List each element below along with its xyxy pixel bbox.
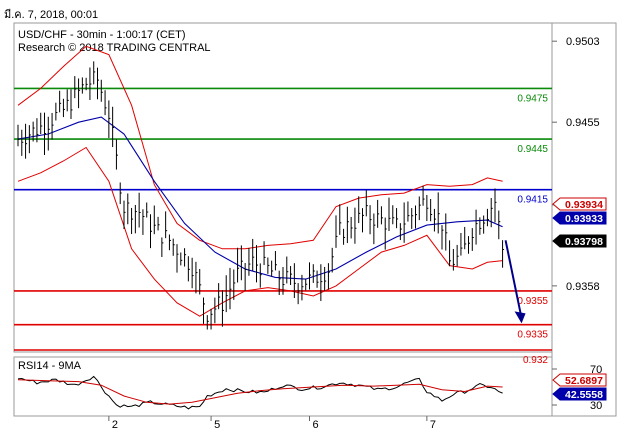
price-tag-1: 0.93933 [565, 213, 603, 225]
y-tick-label: 0.9503 [566, 36, 600, 48]
forecast-arrow-shaft [504, 240, 522, 314]
y-tick-label: 0.9455 [566, 117, 600, 129]
rsi-line [17, 375, 503, 410]
price-tag-0: 0.93934 [565, 199, 603, 211]
forecast-arrow-head [514, 311, 526, 324]
timestamp: มี.ค. 7, 2018, 00:01 [4, 9, 99, 21]
rsi-ma-line [17, 379, 503, 405]
price-tag-1-box [552, 211, 607, 225]
level-label-0: 0.9475 [517, 93, 548, 104]
chart-title: USD/CHF - 30min - 1:00:17 (CET) [18, 29, 185, 41]
rsi-tag-0: 52.6897 [565, 375, 603, 387]
x-tick-label: 7 [430, 419, 436, 431]
rsi-tag-0-box [552, 373, 607, 387]
price-tag-2-box [552, 234, 607, 248]
y-tick-label: 0.9358 [566, 281, 600, 293]
rsi-tick-label: 70 [590, 364, 602, 376]
level-label-1: 0.9445 [517, 144, 548, 155]
rsi-title: RSI14 - 9MA [18, 360, 82, 372]
level-label-5: 0.932 [523, 355, 548, 366]
price-tag-2: 0.93798 [565, 236, 603, 248]
x-tick-label: 6 [313, 419, 319, 431]
x-tick-label: 5 [214, 419, 220, 431]
rsi-tag-1: 42.5558 [565, 389, 603, 401]
level-label-3: 0.9355 [517, 296, 548, 307]
price-tag-0-box [552, 197, 607, 211]
chart-credit: Research © 2018 TRADING CENTRAL [18, 42, 211, 54]
level-label-2: 0.9415 [517, 195, 548, 206]
rsi-tick-label: 30 [590, 400, 602, 412]
bollinger-upper-band [17, 45, 503, 250]
level-label-4: 0.9335 [517, 330, 548, 341]
rsi-tag-1-box [552, 387, 607, 401]
x-tick-label: 2 [112, 419, 118, 431]
bollinger-lower-band [17, 146, 503, 317]
